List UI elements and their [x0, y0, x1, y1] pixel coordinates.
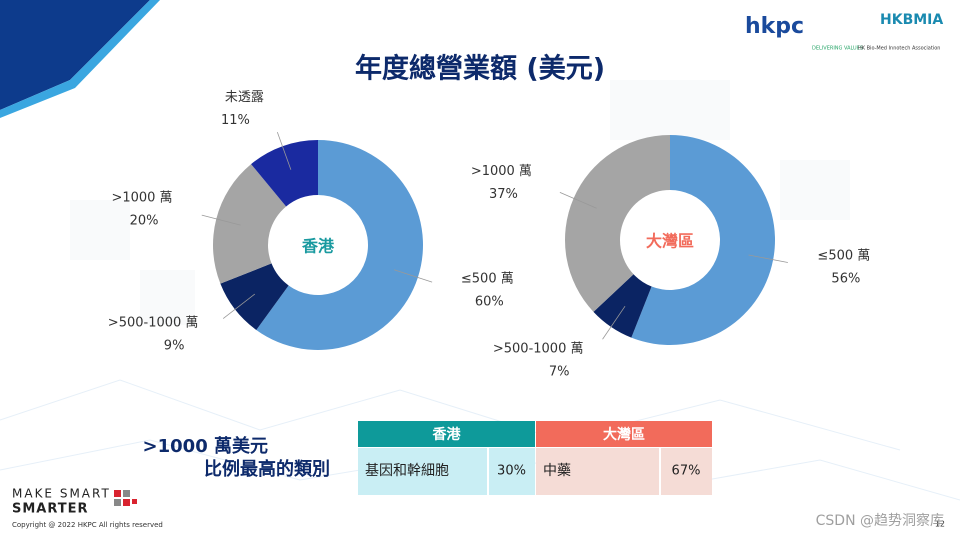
charts: ≤500 萬 60% >500-1000 萬 9% >1000 萬 20% 未透露 11% 香港… [108, 90, 870, 379]
donut-segment [220, 263, 289, 330]
slice-label: >500-1000 萬 [493, 341, 584, 356]
leader-line [201, 214, 241, 226]
value-label: 11% [221, 113, 250, 128]
corner-decor [0, 0, 150, 110]
logo-hkbmia-name: HK Bio-Med Innotech Association [858, 46, 940, 52]
slice-label: >1000 萬 [111, 190, 172, 205]
brand-line2: SMARTER [12, 502, 89, 517]
corner-stripe [0, 0, 160, 118]
leader-line [559, 191, 597, 209]
center-label: 香港 [301, 237, 335, 256]
leader-line [276, 131, 292, 170]
value-label: 9% [164, 338, 185, 353]
donut-segment [251, 140, 318, 207]
leader-line [602, 305, 626, 340]
value-label: 20% [130, 213, 159, 228]
table-header-cell [358, 421, 535, 447]
slice-label: 未透露 [225, 90, 264, 105]
donut-segment [213, 164, 287, 284]
donut-segment [565, 135, 670, 312]
table-header-cell [536, 421, 712, 447]
center-label: 大灣區 [646, 232, 694, 251]
caption-line2: 比例最高的類別 [204, 458, 330, 480]
logo-hkpc-tag: DELIVERING VALUES [812, 46, 863, 52]
slice-label: >500-1000 萬 [108, 315, 199, 330]
slice-label: >1000 萬 [471, 164, 532, 179]
slice-label: ≤500 萬 [817, 249, 870, 264]
leader-line [393, 269, 433, 283]
value-label: 7% [549, 364, 570, 379]
logo-hkpc: hkpc [745, 14, 804, 39]
table-header: 香港 [432, 426, 462, 443]
network-decor [0, 80, 960, 501]
table-value: 30% [497, 464, 526, 479]
donut-segment [631, 135, 775, 345]
brand-line1: MAKE SMART [12, 487, 111, 501]
watermark: CSDN @趋势洞察库 [816, 512, 944, 529]
table-value: 67% [672, 464, 701, 479]
table-category: 中藥 [543, 463, 571, 479]
table-header: 大灣區 [603, 426, 645, 443]
value-label: 60% [475, 294, 504, 309]
value-label: 56% [831, 272, 860, 287]
value-label: 37% [489, 187, 518, 202]
table-body-cell [536, 448, 712, 495]
caption-line1: >1000 萬美元 [143, 435, 268, 457]
brand-icon [114, 490, 137, 506]
leader-line [748, 254, 788, 263]
slice-label: ≤500 萬 [461, 271, 514, 286]
logo-hkbmia: HKBMIA [880, 12, 943, 28]
table-category: 基因和幹細胞 [365, 462, 449, 479]
donut-segment [593, 274, 652, 338]
page-number: 12 [935, 520, 945, 529]
table-body-cell [358, 448, 535, 495]
copyright: Copyright @ 2022 HKPC All rights reserve… [12, 521, 163, 529]
leader-line [222, 293, 256, 319]
donut-segment [256, 140, 423, 350]
title: 年度總營業額 (美元) [355, 53, 605, 85]
